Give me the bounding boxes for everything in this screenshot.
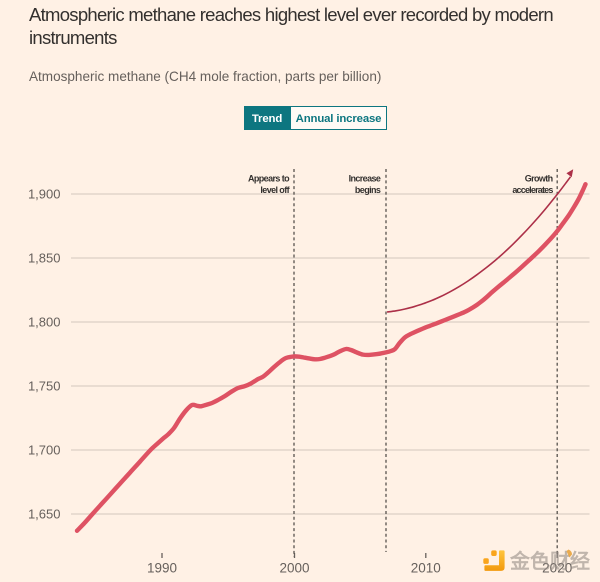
svg-text:Growth: Growth [525, 174, 553, 184]
svg-text:金色财经: 金色财经 [509, 549, 590, 573]
svg-text:Increase: Increase [349, 174, 381, 184]
svg-text:1,750: 1,750 [28, 379, 61, 394]
svg-text:1,850: 1,850 [28, 251, 61, 266]
svg-text:Appears to: Appears to [248, 174, 290, 184]
svg-text:2000: 2000 [279, 561, 309, 576]
svg-text:1,650: 1,650 [28, 507, 61, 522]
svg-text:2020: 2020 [542, 561, 572, 576]
svg-text:begins: begins [355, 185, 381, 195]
svg-text:2010: 2010 [411, 561, 441, 576]
svg-text:1,700: 1,700 [28, 443, 61, 458]
svg-text:level off: level off [260, 185, 290, 195]
svg-text:1990: 1990 [147, 561, 177, 576]
svg-text:1,900: 1,900 [28, 187, 61, 202]
svg-text:1,800: 1,800 [28, 315, 61, 330]
svg-text:accelerates: accelerates [512, 185, 553, 195]
